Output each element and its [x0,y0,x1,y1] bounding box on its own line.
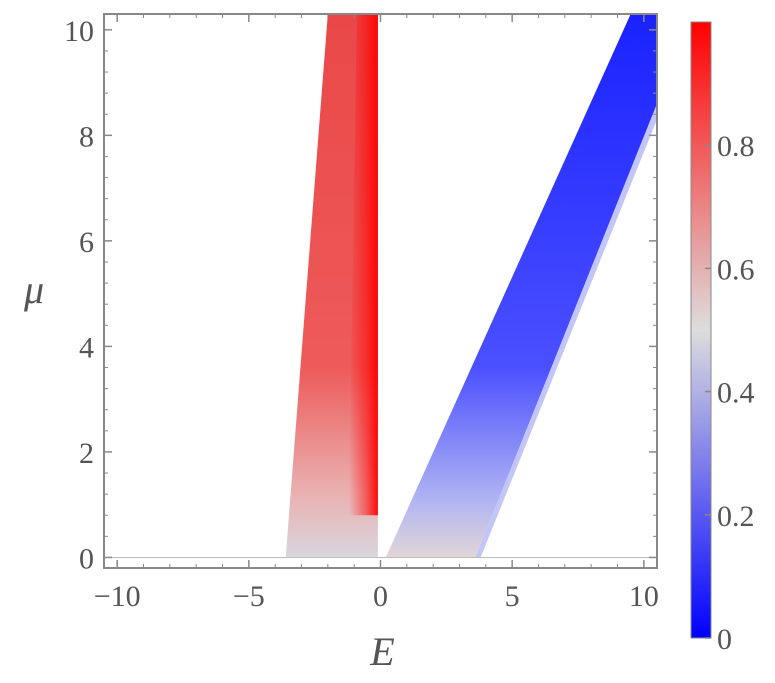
x-tick-label: 5 [505,580,520,613]
y-axis-label: μ [23,267,44,312]
region-blue-stripe [475,103,657,558]
colorbar-tick-label: 0.2 [717,500,755,533]
y-tick-label: 2 [79,437,94,470]
x-tick-label: 10 [629,580,659,613]
colorbar-tick-label: 0.6 [717,253,755,286]
colorbar-tick-label: 0.4 [717,377,755,410]
y-tick-label: 0 [79,542,94,575]
region-blue [385,14,657,558]
region-red-edge [348,14,378,516]
y-tick-label: 8 [79,120,94,153]
x-tick-label: −5 [233,580,265,613]
y-tick-label: 6 [79,226,94,259]
y-tick-label: 10 [64,15,94,48]
x-axis-label: E [369,629,394,674]
x-tick-label: 0 [373,580,388,613]
x-tick-label: −10 [94,580,141,613]
colorbar-tick-label: 0.8 [717,130,755,163]
colorbar [690,21,712,639]
y-tick-label: 4 [79,331,94,364]
colorbar-tick-label: 0 [717,623,732,656]
